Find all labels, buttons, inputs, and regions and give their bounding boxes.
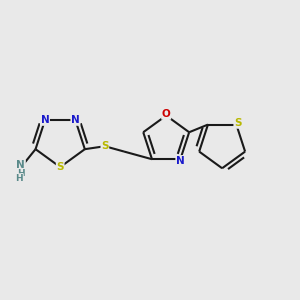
Text: S: S <box>56 162 64 172</box>
Text: N: N <box>40 115 49 125</box>
Text: N: N <box>71 115 80 125</box>
Text: H: H <box>16 174 23 183</box>
Text: H: H <box>17 169 25 178</box>
Text: S: S <box>101 141 109 151</box>
Text: N: N <box>176 156 185 166</box>
Text: O: O <box>162 109 171 119</box>
Text: S: S <box>234 118 242 128</box>
Text: N: N <box>16 160 25 170</box>
